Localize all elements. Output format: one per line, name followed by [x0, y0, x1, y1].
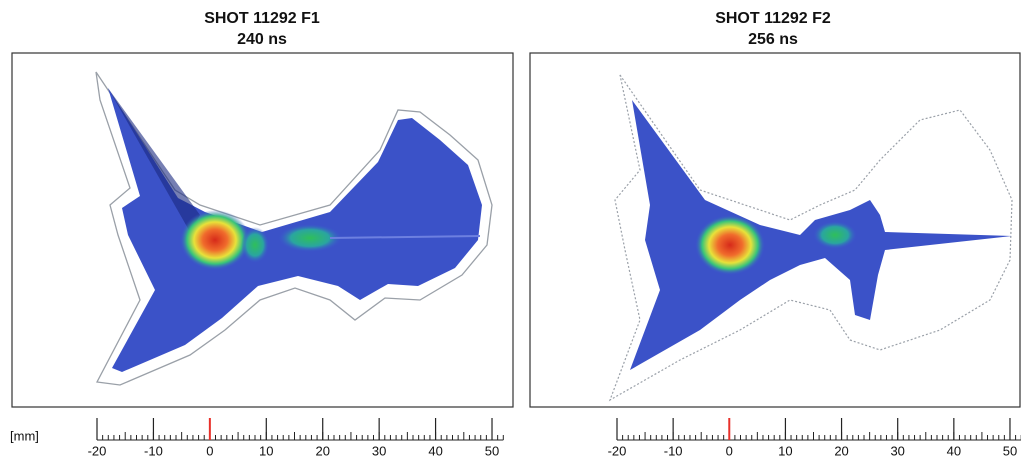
hot-spot [180, 210, 250, 270]
warm-spot [813, 221, 857, 249]
tick-label: -10 [144, 443, 163, 458]
tick-label: 0 [206, 443, 213, 458]
panel-image [11, 52, 514, 408]
tick-label: 0 [726, 443, 733, 458]
panel-title: SHOT 11292 F1 [204, 10, 320, 27]
tick-label: 40 [428, 443, 442, 458]
panel-subtitle: 240 ns [237, 31, 287, 48]
tick-label: 10 [259, 443, 273, 458]
panel-title: SHOT 11292 F2 [715, 10, 831, 27]
unit-label: [mm] [10, 428, 39, 443]
tick-label: 20 [315, 443, 329, 458]
tick-label: 30 [890, 443, 904, 458]
shock-edge [108, 88, 200, 232]
panel-subtitle: 256 ns [748, 31, 798, 48]
tick-label: -20 [608, 443, 627, 458]
tick-label: 10 [778, 443, 792, 458]
tick-label: -10 [664, 443, 683, 458]
jet [329, 235, 481, 239]
warm-spot [278, 224, 342, 252]
panel-image [529, 52, 1021, 408]
outline [95, 71, 493, 386]
tick-label: 40 [947, 443, 961, 458]
tick-label: -20 [88, 443, 107, 458]
tick-label: 20 [834, 443, 848, 458]
tick-label: 50 [1003, 443, 1017, 458]
tick-label: 50 [485, 443, 499, 458]
warm-spot [241, 227, 269, 263]
tick-label: 30 [372, 443, 386, 458]
hot-spot [695, 215, 765, 275]
